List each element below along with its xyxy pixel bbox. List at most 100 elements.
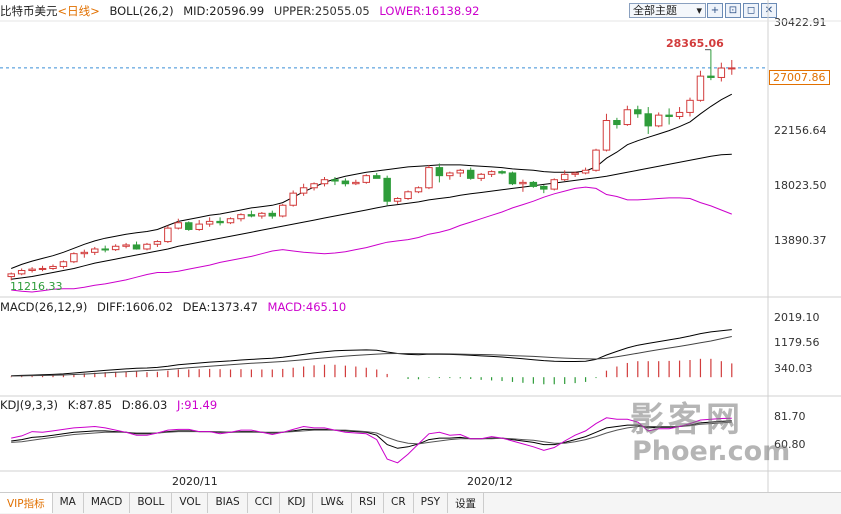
theme-label: 全部主题 xyxy=(633,4,677,17)
close-icon[interactable]: ✕ xyxy=(761,3,777,18)
tab-1[interactable]: MA xyxy=(53,493,84,513)
boll-upper-line xyxy=(11,93,733,269)
candle-body xyxy=(278,204,287,217)
candle-body xyxy=(487,171,496,175)
candle-body xyxy=(550,179,558,190)
candle-body xyxy=(247,214,256,217)
boll-upper: UPPER:25055.05 xyxy=(273,4,370,18)
kdj-panel[interactable] xyxy=(11,417,732,464)
macd-panel[interactable] xyxy=(10,329,733,385)
candle-body xyxy=(362,175,371,183)
candle-body xyxy=(101,248,109,251)
kdj-tick-label: 81.70 xyxy=(774,410,806,423)
candle-body xyxy=(153,241,162,245)
price-panel[interactable] xyxy=(0,49,768,293)
boll-header: 比特币美元<日线> BOLL(26,2) MID:20596.99 UPPER:… xyxy=(0,3,485,21)
add-icon[interactable]: + xyxy=(707,3,723,18)
candle-body xyxy=(341,180,350,185)
kdj-d: D:86.03 xyxy=(121,398,168,412)
candle-body xyxy=(320,179,329,185)
candle-body xyxy=(675,111,684,117)
candle-body xyxy=(38,267,47,270)
pair-name[interactable]: 比特币美元 xyxy=(0,4,58,18)
candle-body xyxy=(623,109,632,126)
kdj-k: K:87.85 xyxy=(67,398,113,412)
candle-body xyxy=(372,175,381,179)
candle-body xyxy=(185,222,193,230)
tab-2[interactable]: MACD xyxy=(84,493,131,513)
candle-body xyxy=(174,222,183,229)
candlestick-chart[interactable]: 28365.06 11216.33 xyxy=(0,0,841,492)
restore-icon[interactable]: ◻ xyxy=(743,3,759,18)
candle-body xyxy=(644,113,652,127)
watermark-logo: 影客网 xyxy=(630,400,744,440)
candle-body xyxy=(383,177,391,202)
candle-body xyxy=(258,212,266,217)
candle-body xyxy=(707,75,715,78)
tab-10[interactable]: CR xyxy=(384,493,414,513)
tab-7[interactable]: KDJ xyxy=(280,493,314,513)
tab-4[interactable]: VOL xyxy=(172,493,209,513)
candle-body xyxy=(91,248,99,253)
theme-dropdown[interactable]: 全部主题 ▾ xyxy=(629,3,706,18)
x-tick-label: 2020/12 xyxy=(467,475,513,488)
candle-body xyxy=(728,67,736,70)
candle-body xyxy=(456,169,465,174)
candle-body xyxy=(49,265,57,269)
candle-body xyxy=(195,223,203,230)
tab-12[interactable]: 设置 xyxy=(448,493,485,513)
candle-body xyxy=(404,191,412,200)
candle-body xyxy=(560,173,569,181)
candle-body xyxy=(70,253,78,263)
macd-diff: DIFF:1606.02 xyxy=(97,300,174,314)
tab-3[interactable]: BOLL xyxy=(130,493,173,513)
candle-body xyxy=(164,227,172,243)
indicator-tab-bar: VIP指标 MA MACD BOLL VOL BIAS CCI KDJ LW& RSI CR PSY 设… xyxy=(0,492,841,514)
candle-body xyxy=(80,251,89,255)
candle-body xyxy=(477,173,485,179)
candle-body xyxy=(425,167,433,189)
candle-body xyxy=(7,273,15,278)
candle-body xyxy=(205,220,214,225)
candle-body xyxy=(143,243,151,250)
candle-body xyxy=(393,198,402,202)
kdj-d-line xyxy=(11,421,732,445)
candle-body xyxy=(310,183,318,189)
boll-label: BOLL(26,2) xyxy=(109,4,174,18)
kdj-j: J:91.49 xyxy=(177,398,218,412)
candle-body xyxy=(17,269,26,275)
boll-mid: MID:20596.99 xyxy=(183,4,265,18)
macd-tick-label: 1179.56 xyxy=(774,336,820,349)
macd-dea-line xyxy=(11,336,732,377)
tab-9[interactable]: RSI xyxy=(352,493,384,513)
candle-body xyxy=(696,75,705,101)
candle-body xyxy=(59,261,68,267)
chart-grid xyxy=(0,0,841,492)
tab-6[interactable]: CCI xyxy=(248,493,281,513)
candle-body xyxy=(466,169,475,179)
tab-5[interactable]: BIAS xyxy=(208,493,248,513)
fullscreen-icon[interactable]: ⊡ xyxy=(725,3,741,18)
candle-body xyxy=(519,181,527,185)
tab-8[interactable]: LW& xyxy=(313,493,352,513)
period-label[interactable]: <日线> xyxy=(57,4,100,18)
candle-body xyxy=(446,172,454,177)
tab-11[interactable]: PSY xyxy=(414,493,449,513)
tab-0[interactable]: VIP指标 xyxy=(0,493,53,513)
candle-body xyxy=(613,120,621,126)
macd-title: MACD(26,12,9) xyxy=(0,300,88,314)
candle-body xyxy=(665,114,673,117)
boll-lower: LOWER:16138.92 xyxy=(379,4,480,18)
candle-body xyxy=(352,181,360,185)
candle-body xyxy=(435,167,444,177)
candle-body xyxy=(571,172,579,175)
price-tick-label: 30422.91 xyxy=(774,16,827,29)
price-tick-label: 13890.37 xyxy=(774,234,827,247)
candle-body xyxy=(299,187,308,194)
x-tick-label: 2020/11 xyxy=(172,475,218,488)
boll-lower-line xyxy=(11,186,732,293)
macd-tick-label: 340.03 xyxy=(774,362,813,375)
kdj-title: KDJ(9,3,3) xyxy=(0,398,59,412)
macd-diff-line xyxy=(11,329,732,377)
candle-body xyxy=(226,218,235,224)
